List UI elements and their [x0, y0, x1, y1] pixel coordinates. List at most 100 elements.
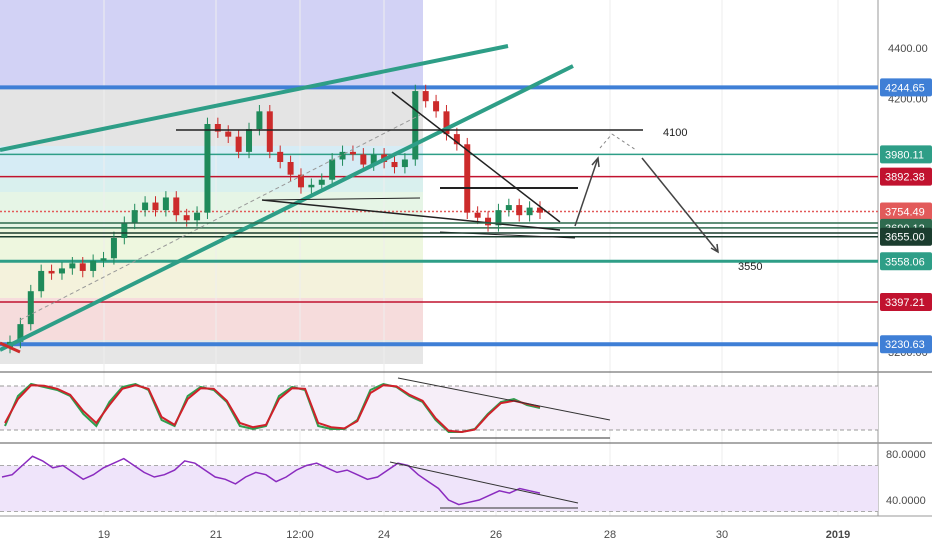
wedge-upper-line: [391, 91, 561, 223]
candle-body: [256, 111, 263, 130]
stoch-series-line: [4, 384, 541, 434]
candle-body: [225, 131, 232, 137]
fib-band: [0, 0, 423, 88]
price-badge-label: 3892.38: [885, 172, 925, 184]
candle-body: [152, 202, 159, 211]
candle-body: [38, 270, 45, 292]
candle-body: [422, 91, 429, 102]
candle-body: [360, 154, 367, 165]
price-badge: [880, 335, 932, 354]
price-badges: 4244.653980.113892.383754.493690.123655.…: [880, 78, 932, 354]
time-tick-label: 28: [604, 529, 616, 541]
candle-body: [214, 124, 221, 132]
price-badge-label: 3655.00: [885, 232, 925, 244]
candle-body: [121, 222, 128, 238]
price-badge: [880, 293, 932, 312]
candle-body: [443, 111, 450, 135]
time-tick-label: 21: [210, 529, 222, 541]
candle-body: [266, 111, 273, 152]
channel-upper-line: [0, 44, 509, 152]
fib-band: [0, 175, 423, 192]
price-badge-label: 3558.06: [885, 256, 925, 268]
price-badge: [880, 145, 932, 164]
candle-body: [58, 268, 65, 274]
candle-body: [110, 238, 117, 259]
candle-body: [318, 179, 325, 185]
candle-body: [27, 291, 34, 325]
trendlines: 4100 3550: [0, 44, 878, 354]
wedge-lower-line: [261, 199, 561, 231]
price-tick-label: 4200.00: [888, 94, 928, 106]
fib-band: [0, 262, 423, 298]
price-badge: [880, 167, 932, 186]
candle-body: [349, 151, 356, 155]
arrow-down-head: [710, 243, 719, 254]
price-badge-label: 3397.21: [885, 297, 925, 309]
candle-body: [173, 197, 180, 216]
candle-body: [474, 212, 481, 218]
candle-body: [339, 151, 346, 160]
time-tick-label: 12:00: [286, 529, 314, 541]
rsi-tick-label: 80.0000: [886, 449, 926, 461]
time-tick-label: 24: [378, 529, 390, 541]
candle-body: [526, 207, 533, 216]
candle-body: [401, 159, 408, 168]
channel-lower-line: [0, 64, 574, 352]
price-tick-label: 4400.00: [888, 43, 928, 55]
candle-body: [183, 215, 190, 221]
fibonacci-bands: [0, 0, 423, 364]
candle-body: [235, 136, 242, 152]
arrow-up: [574, 157, 599, 227]
candlesticks: [7, 84, 543, 354]
candle-body: [100, 258, 107, 261]
time-tick-label: 30: [716, 529, 728, 541]
annotation-4100: 4100: [663, 127, 687, 139]
candle-body: [79, 263, 86, 271]
rsi-trendline: [389, 461, 579, 504]
candle-body: [69, 263, 76, 269]
candle-body: [17, 324, 24, 342]
candle-body: [204, 124, 211, 213]
price-badge-label: 4244.65: [885, 82, 925, 94]
price-badge-label: 3980.11: [885, 149, 924, 161]
fib-band: [0, 298, 423, 340]
candle-body: [194, 212, 201, 221]
rsi-panel: [0, 455, 878, 512]
candle-body: [433, 101, 440, 112]
candle-body: [142, 202, 149, 211]
candle-body: [505, 205, 512, 211]
candle-body: [412, 91, 419, 160]
dashed-mid-line: [19, 114, 421, 321]
candle-body: [495, 210, 502, 226]
candle-body: [246, 129, 253, 152]
candle-body: [308, 184, 315, 188]
red-stub: [0, 341, 21, 354]
candle-body: [537, 207, 543, 213]
candle-body: [131, 210, 138, 223]
price-badge: [880, 78, 932, 97]
time-tick-label: 19: [98, 529, 110, 541]
candle-body: [370, 154, 377, 165]
fib-band: [0, 192, 423, 228]
price-levels: [0, 85, 878, 347]
arrow-up-head: [591, 156, 600, 168]
candle-body: [277, 151, 284, 162]
time-tick-label: 2019: [826, 529, 850, 541]
projection-dashed: [611, 133, 637, 151]
arrow-down: [641, 157, 719, 253]
price-badge: [880, 202, 932, 221]
candle-body: [329, 159, 336, 180]
annotation-3550: 3550: [738, 261, 762, 273]
stochastic-panel: [0, 377, 878, 439]
candle-body: [162, 197, 169, 211]
candle-body: [90, 260, 97, 271]
candle-body: [485, 217, 492, 226]
candle-body: [453, 134, 460, 145]
time-axis: 19 21 12:00 24 26 28 30 2019: [98, 529, 850, 541]
stoch-trendline: [397, 377, 611, 421]
candle-body: [516, 205, 523, 216]
candle-body: [464, 144, 471, 213]
candle-body: [287, 162, 294, 175]
